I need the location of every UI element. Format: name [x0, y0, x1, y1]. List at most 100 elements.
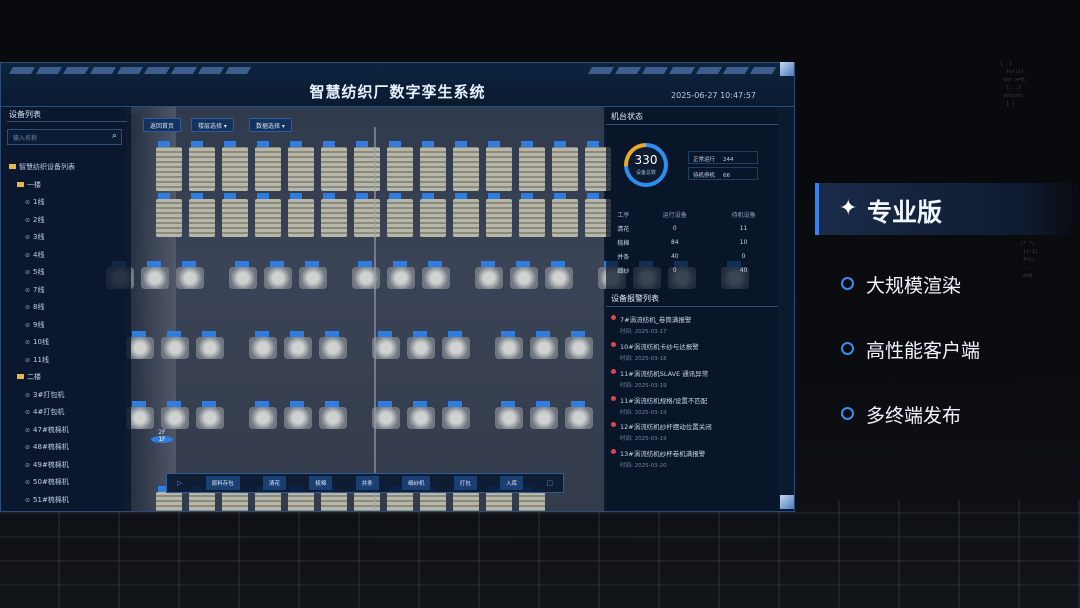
alarm-item[interactable]: 11#涡流纺机规格/设置不匹配 时间: 2025-03-19	[610, 396, 708, 416]
machine-model[interactable]	[486, 486, 512, 511]
machine-model[interactable]	[420, 193, 446, 237]
machine-model[interactable]	[196, 331, 224, 359]
machine-model[interactable]	[156, 141, 182, 191]
machine-model[interactable]	[453, 486, 479, 511]
machine-model[interactable]	[387, 486, 413, 511]
alarm-item[interactable]: 13#涡流纺机纱杯卷机满报警 时间: 2025-03-20	[610, 449, 706, 469]
machine-model[interactable]	[453, 193, 479, 237]
stop-icon[interactable]: □	[546, 479, 553, 487]
process-button[interactable]: 清花	[263, 476, 287, 490]
machine-model[interactable]	[156, 193, 182, 237]
machine-model[interactable]	[321, 193, 347, 237]
machine-model[interactable]	[229, 261, 257, 289]
machine-model[interactable]	[486, 193, 512, 237]
machine-model[interactable]	[156, 486, 182, 511]
process-button[interactable]: 并条	[355, 476, 379, 490]
search-input[interactable]: 输入名称 ⌕	[7, 129, 122, 145]
machine-model[interactable]	[189, 486, 215, 511]
machine-model[interactable]	[299, 261, 327, 289]
machine-model[interactable]	[126, 401, 154, 429]
machine-model[interactable]	[222, 193, 248, 237]
data-select[interactable]: 数据选择 ▾	[249, 118, 292, 132]
tree-item[interactable]: 1线	[9, 194, 75, 212]
machine-model[interactable]	[519, 193, 545, 237]
process-button[interactable]: 梳棉	[309, 476, 333, 490]
machine-model[interactable]	[530, 331, 558, 359]
tree-item[interactable]: 47#梳棉机	[9, 422, 75, 440]
tree-item[interactable]: 5线	[9, 264, 75, 282]
machine-model[interactable]	[189, 193, 215, 237]
machine-model[interactable]	[126, 331, 154, 359]
factory-3d-view[interactable]	[106, 97, 749, 511]
machine-model[interactable]	[420, 141, 446, 191]
machine-model[interactable]	[176, 261, 204, 289]
tree-group[interactable]: 一楼	[9, 177, 75, 195]
tree-item[interactable]: 49#梳棉机	[9, 457, 75, 475]
tree-group[interactable]: 二楼	[9, 369, 75, 387]
machine-model[interactable]	[321, 486, 347, 511]
tree-item[interactable]: 7线	[9, 282, 75, 300]
home-button[interactable]: 返回首页	[143, 118, 182, 132]
machine-model[interactable]	[387, 193, 413, 237]
tree-item[interactable]: 3线	[9, 229, 75, 247]
machine-model[interactable]	[288, 193, 314, 237]
process-button[interactable]: 打包	[453, 476, 477, 490]
machine-model[interactable]	[255, 486, 281, 511]
machine-model[interactable]	[422, 261, 450, 289]
tree-item[interactable]: 11线	[9, 352, 75, 370]
tree-item[interactable]: 50#梳棉机	[9, 474, 75, 492]
machine-model[interactable]	[475, 261, 503, 289]
machine-model[interactable]	[189, 141, 215, 191]
machine-model[interactable]	[510, 261, 538, 289]
machine-model[interactable]	[453, 141, 479, 191]
machine-model[interactable]	[255, 141, 281, 191]
machine-model[interactable]	[545, 261, 573, 289]
alarm-item[interactable]: 12#涡流纺机纱杆摆动位置关闭 时间: 2025-03-19	[611, 422, 712, 442]
tree-item[interactable]: 51#梳棉机	[9, 492, 75, 510]
machine-model[interactable]	[284, 331, 312, 359]
machine-model[interactable]	[161, 331, 189, 359]
machine-model[interactable]	[319, 401, 347, 429]
machine-model[interactable]	[552, 141, 578, 191]
machine-model[interactable]	[407, 401, 435, 429]
machine-model[interactable]	[407, 331, 435, 359]
machine-model[interactable]	[530, 401, 558, 429]
machine-model[interactable]	[486, 141, 512, 191]
machine-model[interactable]	[420, 486, 446, 511]
machine-model[interactable]	[552, 193, 578, 237]
machine-model[interactable]	[387, 261, 415, 289]
process-button[interactable]: 细纱机	[401, 476, 431, 490]
tree-item[interactable]: 3#打包机	[9, 387, 75, 405]
machine-model[interactable]	[519, 141, 545, 191]
play-icon[interactable]: ▷	[177, 479, 183, 487]
floor-select[interactable]: 楼层选择 ▾	[191, 118, 234, 132]
machine-model[interactable]	[264, 261, 292, 289]
machine-model[interactable]	[565, 401, 593, 429]
machine-model[interactable]	[519, 486, 545, 511]
machine-model[interactable]	[565, 331, 593, 359]
floor-2f[interactable]: 2F	[158, 429, 166, 436]
machine-model[interactable]	[495, 331, 523, 359]
tree-item[interactable]: 2线	[9, 212, 75, 230]
tree-item[interactable]: 4#打包机	[9, 404, 75, 422]
machine-model[interactable]	[387, 141, 413, 191]
machine-model[interactable]	[442, 401, 470, 429]
machine-model[interactable]	[255, 193, 281, 237]
machine-model[interactable]	[222, 486, 248, 511]
machine-model[interactable]	[321, 141, 347, 191]
machine-model[interactable]	[354, 193, 380, 237]
machine-model[interactable]	[352, 261, 380, 289]
tree-item[interactable]: 10线	[9, 334, 75, 352]
machine-model[interactable]	[161, 401, 189, 429]
machine-model[interactable]	[284, 401, 312, 429]
machine-model[interactable]	[354, 486, 380, 511]
machine-model[interactable]	[249, 401, 277, 429]
process-button[interactable]: 入库	[500, 476, 524, 490]
machine-model[interactable]	[372, 331, 400, 359]
tree-item[interactable]: 4线	[9, 247, 75, 265]
machine-model[interactable]	[319, 331, 347, 359]
floor-switch[interactable]: 2F 1F	[151, 429, 173, 443]
machine-model[interactable]	[354, 141, 380, 191]
machine-model[interactable]	[222, 141, 248, 191]
tree-root[interactable]: 智慧纺织设备列表	[9, 159, 75, 177]
